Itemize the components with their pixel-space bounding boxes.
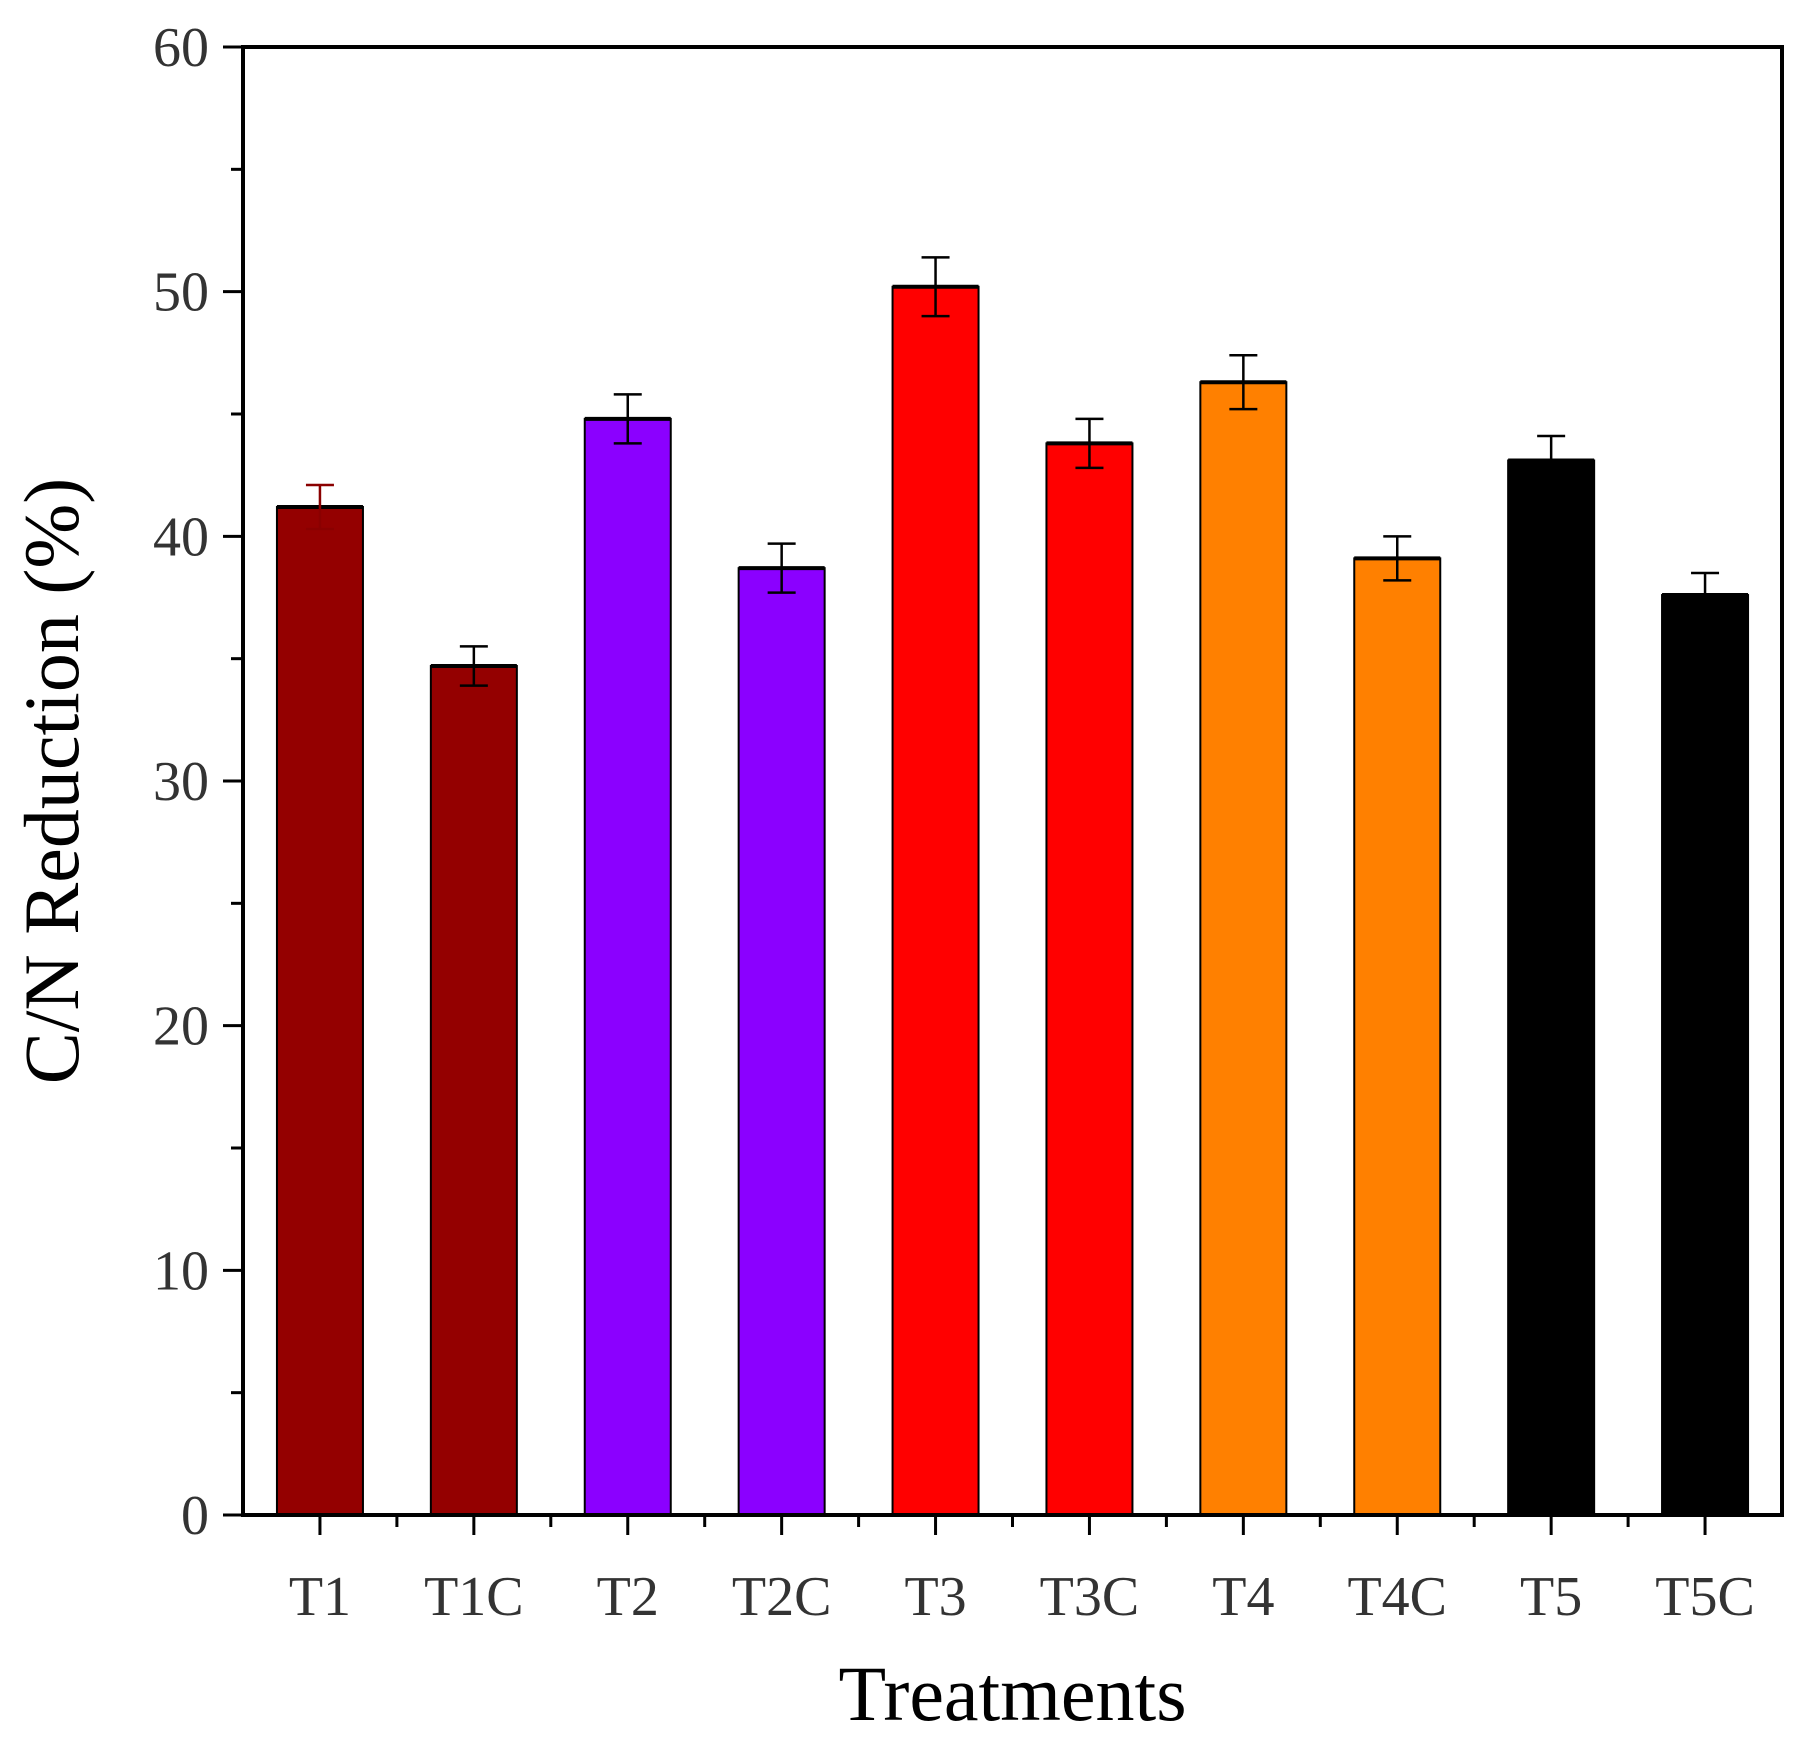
- bar-T2: [583, 417, 672, 1517]
- x-tick-label: T4C: [1347, 1566, 1447, 1628]
- x-tick-label: T2C: [732, 1566, 832, 1628]
- bar-T1: [275, 505, 364, 1516]
- x-tick-label: T1C: [424, 1566, 524, 1628]
- y-tick-label: 50: [153, 262, 209, 324]
- bar-T3C: [1045, 442, 1134, 1516]
- y-tick-label: 0: [181, 1485, 209, 1547]
- x-tick-label: T3C: [1040, 1566, 1140, 1628]
- bar-T1C: [429, 665, 518, 1516]
- y-tick-label: 30: [153, 751, 209, 813]
- x-axis-title: Treatments: [838, 1650, 1186, 1737]
- x-axis: T1 T1C T2 T2C T3 T3C T4 T4C T5 T5C: [289, 1515, 1755, 1628]
- x-tick-label: T5C: [1655, 1566, 1755, 1628]
- bars-layer: [275, 284, 1750, 1517]
- bar-T5: [1507, 459, 1596, 1516]
- bar-T4: [1199, 381, 1288, 1516]
- y-tick-label: 20: [153, 996, 209, 1058]
- x-tick-label: T3: [904, 1566, 966, 1628]
- y-tick-label: 60: [153, 17, 209, 79]
- bar-T3: [891, 285, 980, 1517]
- y-tick-label: 40: [153, 506, 209, 568]
- bar-T4C: [1353, 557, 1442, 1516]
- x-tick-label: T4: [1212, 1566, 1274, 1628]
- bar-T5C: [1661, 594, 1750, 1516]
- x-tick-label: T2: [597, 1566, 659, 1628]
- y-tick-label: 10: [153, 1240, 209, 1302]
- bar-T2C: [737, 567, 826, 1516]
- y-axis-title: C/N Reduction (%): [8, 478, 95, 1085]
- x-tick-label: T5: [1520, 1566, 1582, 1628]
- y-axis: 0 10 20 30 40 50 60: [153, 17, 243, 1547]
- error-bars-layer: [305, 256, 1720, 687]
- x-tick-label: T1: [289, 1566, 351, 1628]
